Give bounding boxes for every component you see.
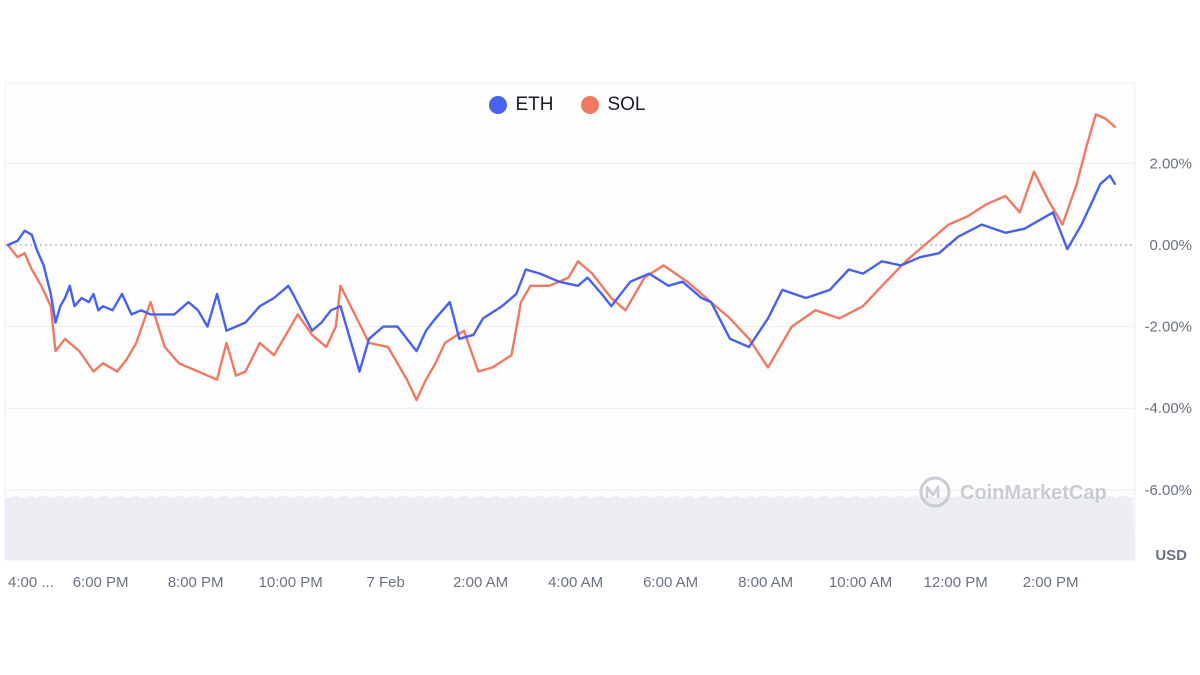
legend-item-eth[interactable]: ETH xyxy=(489,94,553,116)
x-tick-label-0: 4:00 ... xyxy=(8,574,54,591)
legend: ETH SOL xyxy=(0,94,1135,116)
x-tick-label-10: 12:00 PM xyxy=(924,574,988,591)
series-line-eth xyxy=(6,174,1117,373)
series-lines xyxy=(6,113,1117,402)
legend-dot-sol xyxy=(581,96,600,114)
background-layer xyxy=(4,82,1136,561)
y-tick-label-1: 0.00% xyxy=(1149,237,1192,254)
y-tick-label-4: -6.00% xyxy=(1144,482,1192,499)
y-unit-label: USD xyxy=(1155,547,1187,564)
volume-bars xyxy=(5,495,1135,560)
legend-label-sol: SOL xyxy=(607,94,646,115)
watermark: CoinMarketCap xyxy=(919,476,1107,508)
y-tick-label-0: 2.00% xyxy=(1149,155,1192,172)
coinmarketcap-logo-icon xyxy=(919,476,951,508)
x-tick-label-11: 2:00 PM xyxy=(1023,574,1079,591)
x-tick-label-6: 4:00 AM xyxy=(548,574,603,591)
x-tick-label-1: 6:00 PM xyxy=(73,574,129,591)
x-tick-label-3: 10:00 PM xyxy=(259,574,323,591)
volume-area xyxy=(5,495,1135,560)
y-axis: 2.00% 0.00% -2.00% -4.00% -6.00% xyxy=(1144,155,1192,498)
x-axis: 4:00 ... 6:00 PM 8:00 PM 10:00 PM 7 Feb 2:00 … xyxy=(8,574,1079,591)
watermark-text: CoinMarketCap xyxy=(960,482,1107,504)
legend-item-sol[interactable]: SOL xyxy=(581,94,646,116)
series-line-sol xyxy=(6,113,1117,402)
x-tick-label-8: 8:00 AM xyxy=(738,574,793,591)
x-tick-label-9: 10:00 AM xyxy=(829,574,892,591)
legend-dot-eth xyxy=(489,96,508,114)
x-tick-label-7: 6:00 AM xyxy=(643,574,698,591)
x-tick-label-4: 7 Feb xyxy=(366,574,404,591)
plot-background xyxy=(4,82,1136,561)
y-tick-label-2: -2.00% xyxy=(1144,319,1192,336)
y-tick-label-3: -4.00% xyxy=(1144,400,1192,417)
x-tick-label-5: 2:00 AM xyxy=(453,574,508,591)
legend-label-eth: ETH xyxy=(515,94,554,115)
x-tick-label-2: 8:00 PM xyxy=(168,574,224,591)
